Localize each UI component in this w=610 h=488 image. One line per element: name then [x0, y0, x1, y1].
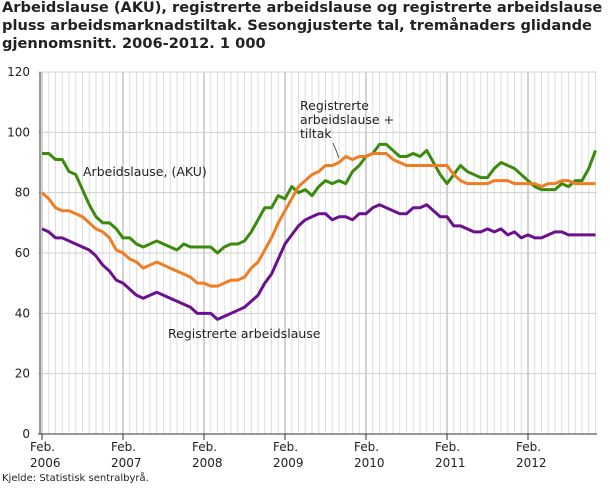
- source-note: Kjelde: Statistisk sentralbyrå.: [2, 473, 149, 484]
- x-tick-label: Feb.: [30, 440, 55, 454]
- x-tick-label: Feb.: [354, 440, 379, 454]
- x-tick-label: 2010: [354, 456, 385, 470]
- chart-title: Arbeidslause (AKU), registrerte arbeidsl…: [2, 0, 603, 52]
- x-tick-label: Feb.: [516, 440, 541, 454]
- x-tick-label: 2009: [273, 456, 304, 470]
- y-tick-label: 100: [7, 125, 30, 139]
- x-tick-label: Feb.: [435, 440, 460, 454]
- series-label-aku: Arbeidslause, (AKU): [83, 164, 207, 179]
- series-label-registrerte: Registrerte arbeidslause: [168, 326, 321, 341]
- x-tick-label: 2012: [516, 456, 547, 470]
- series-label-tiltak: tiltak: [300, 126, 332, 141]
- y-tick-label: 80: [15, 186, 30, 200]
- x-tick-label: 2006: [30, 456, 61, 470]
- y-tick-label: 120: [7, 65, 30, 79]
- x-tick-label: Feb.: [192, 440, 217, 454]
- series-label-tiltak: arbeidslause +: [300, 112, 394, 127]
- y-tick-label: 20: [15, 367, 30, 381]
- y-tick-label: 60: [15, 246, 30, 260]
- label-leader-line: [332, 142, 340, 159]
- x-tick-label: Feb.: [111, 440, 136, 454]
- x-tick-label: 2011: [435, 456, 466, 470]
- x-tick-label: Feb.: [273, 440, 298, 454]
- x-tick-label: 2008: [192, 456, 223, 470]
- y-tick-label: 0: [22, 427, 30, 441]
- y-tick-label: 40: [15, 306, 30, 320]
- x-tick-label: 2007: [111, 456, 142, 470]
- series-label-tiltak: Registrerte: [300, 98, 369, 113]
